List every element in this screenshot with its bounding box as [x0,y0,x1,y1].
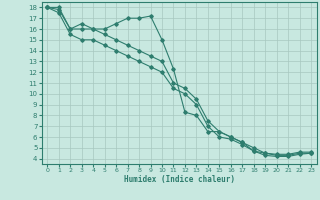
X-axis label: Humidex (Indice chaleur): Humidex (Indice chaleur) [124,175,235,184]
